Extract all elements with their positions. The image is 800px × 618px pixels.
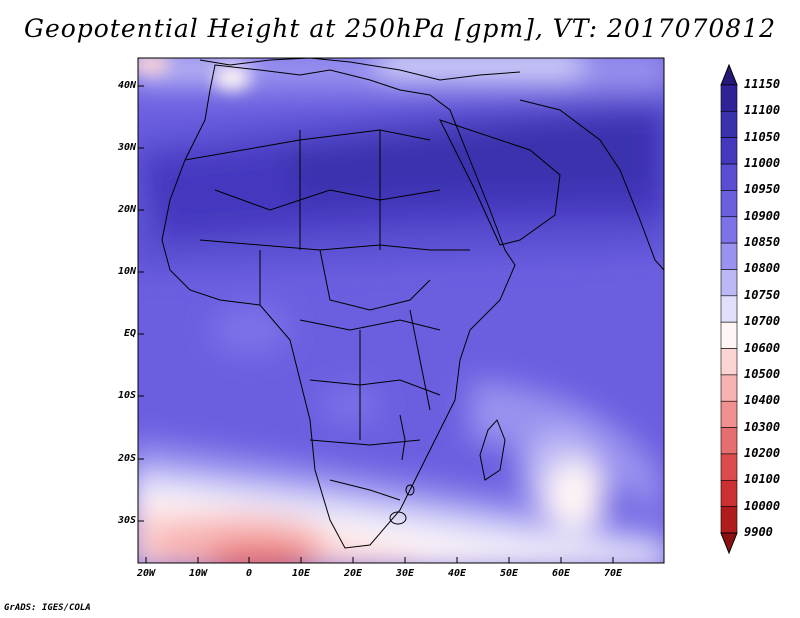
colorbar-label: 10700 (744, 314, 781, 329)
colorbar-label: 10850 (744, 235, 781, 250)
colorbar-label: 11150 (744, 77, 781, 91)
colorbar-label: 11100 (744, 103, 781, 118)
colorbar-label: 10500 (744, 366, 781, 381)
lon-label-60e: 60E (551, 568, 571, 579)
lat-label-20n: 20N (117, 204, 136, 215)
colorbar-segment (720, 111, 738, 139)
map-frame (137, 57, 665, 564)
colorbar-top-arrow (720, 63, 738, 86)
grads-credit: GrADS: IGES/COLA (4, 603, 91, 613)
colorbar-segment (720, 137, 738, 165)
map-title: Geopotential Height at 250hPa [gpm], VT:… (23, 14, 777, 43)
lat-label-20s: 20S (117, 453, 136, 464)
lon-label-20e: 20E (343, 568, 363, 579)
colorbar-label: 10950 (744, 182, 781, 197)
colorbar-segment (720, 295, 738, 323)
colorbar-label: 11000 (744, 156, 781, 171)
colorbar-label: 10900 (744, 208, 781, 223)
lat-label-eq: EQ (123, 328, 136, 339)
height-field (138, 58, 664, 563)
colorbar-segment (720, 216, 738, 244)
colorbar-label: 11050 (744, 129, 781, 144)
lon-label-70e: 70E (603, 568, 623, 579)
colorbar-segment (720, 453, 738, 481)
colorbar-label: 10600 (744, 340, 781, 355)
lon-label-0: 0 (245, 568, 253, 579)
colorbar-bottom-arrow (720, 532, 738, 555)
lon-label-50e: 50E (499, 568, 519, 579)
lon-label-20w: 20W (136, 568, 156, 579)
colorbar (720, 63, 738, 555)
colorbar-segment (720, 400, 738, 428)
colorbar-segment (720, 479, 738, 507)
lat-label-30n: 30N (117, 142, 136, 153)
colorbar-segment (720, 321, 738, 349)
colorbar-label: 10800 (744, 261, 781, 276)
lat-label-10s: 10S (117, 390, 136, 401)
lon-label-10w: 10W (188, 568, 208, 579)
colorbar-segment (720, 374, 738, 402)
lon-label-10e: 10E (291, 568, 311, 579)
lat-label-40n: 40N (117, 80, 136, 91)
colorbar-label: 10100 (744, 472, 781, 487)
coastlines (161, 58, 664, 549)
colorbar-segment (720, 348, 738, 376)
colorbar-label: 10750 (744, 287, 781, 302)
colorbar-label: 9900 (744, 525, 773, 539)
colorbar-segment (720, 506, 738, 534)
colorbar-segment (720, 163, 738, 191)
lon-label-40e: 40E (447, 568, 467, 579)
colorbar-label: 10200 (744, 445, 781, 460)
colorbar-segment (720, 190, 738, 218)
lon-label-30e: 30E (395, 568, 415, 579)
colorbar-segment (720, 242, 738, 270)
colorbar-label: 10300 (744, 419, 781, 434)
colorbar-label: 10400 (744, 393, 781, 408)
colorbar-label: 10000 (744, 498, 781, 513)
colorbar-segment (720, 84, 738, 112)
lat-label-30s: 30S (117, 515, 136, 526)
colorbar-segment (720, 427, 738, 455)
colorbar-segment (720, 269, 738, 297)
lat-label-10n: 10N (117, 266, 136, 277)
